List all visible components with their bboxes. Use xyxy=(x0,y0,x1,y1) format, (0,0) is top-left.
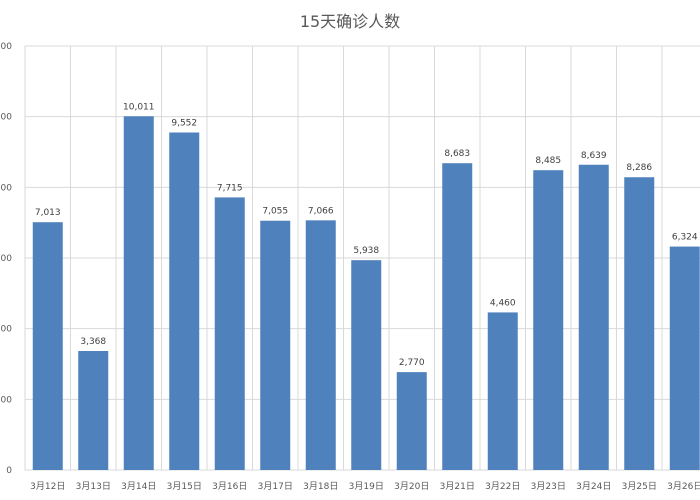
bar xyxy=(260,220,291,470)
bar xyxy=(32,222,63,470)
x-tick-label: 3月15日 xyxy=(167,481,202,492)
y-tick-label: 000 xyxy=(0,113,12,123)
y-tick-label: 000 xyxy=(0,183,12,193)
x-tick-label: 3月14日 xyxy=(121,481,156,492)
bar xyxy=(533,170,564,471)
data-label: 8,286 xyxy=(626,163,652,173)
chart-title: 15天确诊人数 xyxy=(299,12,401,31)
bar xyxy=(305,220,336,470)
data-label: 8,485 xyxy=(535,156,561,166)
x-tick-label: 3月25日 xyxy=(622,481,657,492)
data-label: 2,770 xyxy=(399,358,425,368)
data-label: 7,715 xyxy=(217,183,243,193)
data-label: 7,055 xyxy=(262,207,288,217)
data-label: 9,552 xyxy=(171,118,197,128)
labels-layer: 00000000000000000007,0133月12日3,3683月13日1… xyxy=(0,42,700,492)
data-label: 7,013 xyxy=(35,208,61,218)
bar xyxy=(123,116,154,470)
bar xyxy=(396,372,427,470)
data-label: 8,639 xyxy=(581,151,607,161)
x-tick-label: 3月21日 xyxy=(440,481,475,492)
y-tick-label: 000 xyxy=(0,254,12,264)
y-tick-label: 000 xyxy=(0,395,12,405)
y-tick-label: 000 xyxy=(0,42,12,52)
y-tick-label: 000 xyxy=(0,325,12,335)
x-tick-label: 3月24日 xyxy=(576,481,611,492)
bar xyxy=(669,246,700,470)
bars-layer xyxy=(32,116,700,471)
x-tick-label: 3月18日 xyxy=(303,481,338,492)
data-label: 4,460 xyxy=(490,298,516,308)
bar xyxy=(78,350,109,470)
bar xyxy=(214,197,245,471)
bar xyxy=(351,260,382,470)
x-tick-label: 3月23日 xyxy=(531,481,566,492)
x-tick-label: 3月26日 xyxy=(667,481,700,492)
x-tick-label: 3月17日 xyxy=(258,481,293,492)
data-label: 6,324 xyxy=(672,233,698,243)
x-tick-label: 3月12日 xyxy=(30,481,65,492)
data-label: 7,066 xyxy=(308,206,334,216)
bar xyxy=(624,177,655,470)
x-tick-label: 3月20日 xyxy=(394,481,429,492)
grid-layer xyxy=(24,45,700,471)
x-tick-label: 3月13日 xyxy=(76,481,111,492)
x-tick-label: 3月19日 xyxy=(349,481,384,492)
y-tick-label: 0 xyxy=(6,466,12,476)
data-label: 8,683 xyxy=(444,149,470,159)
x-tick-label: 3月22日 xyxy=(485,481,520,492)
bar xyxy=(578,164,609,470)
bar xyxy=(442,163,473,470)
data-label: 5,938 xyxy=(353,246,379,256)
bar xyxy=(487,312,518,470)
x-tick-label: 3月16日 xyxy=(212,481,247,492)
bar xyxy=(169,132,200,470)
data-label: 3,368 xyxy=(80,337,106,347)
data-label: 10,011 xyxy=(123,102,155,112)
